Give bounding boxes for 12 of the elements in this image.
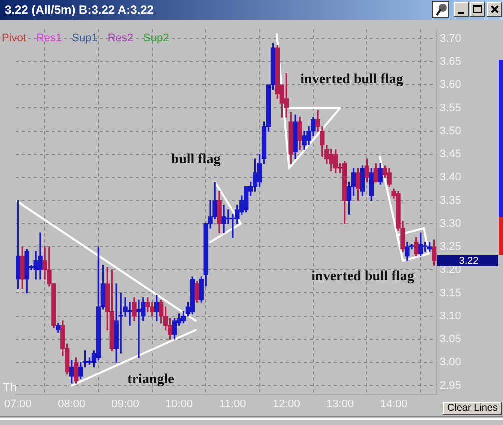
legend-label: Res1 [36, 32, 62, 45]
annotation: inverted bull flag [312, 270, 414, 285]
annotation: triangle [128, 372, 174, 388]
annotation: bull flag [171, 152, 221, 168]
annotation: 3.22 [459, 256, 480, 268]
legend-label: Sup1 [72, 32, 98, 45]
chart-title: 3.22 (All/5m) B:3.22 A:3.22 [5, 3, 154, 17]
legend-label: Pivot [2, 32, 26, 45]
legend-label: Res2 [108, 32, 134, 45]
annotation: inverted bull flag [300, 72, 404, 88]
push-button: Clear Lines [443, 402, 502, 415]
legend-label: Sup2 [144, 32, 170, 45]
